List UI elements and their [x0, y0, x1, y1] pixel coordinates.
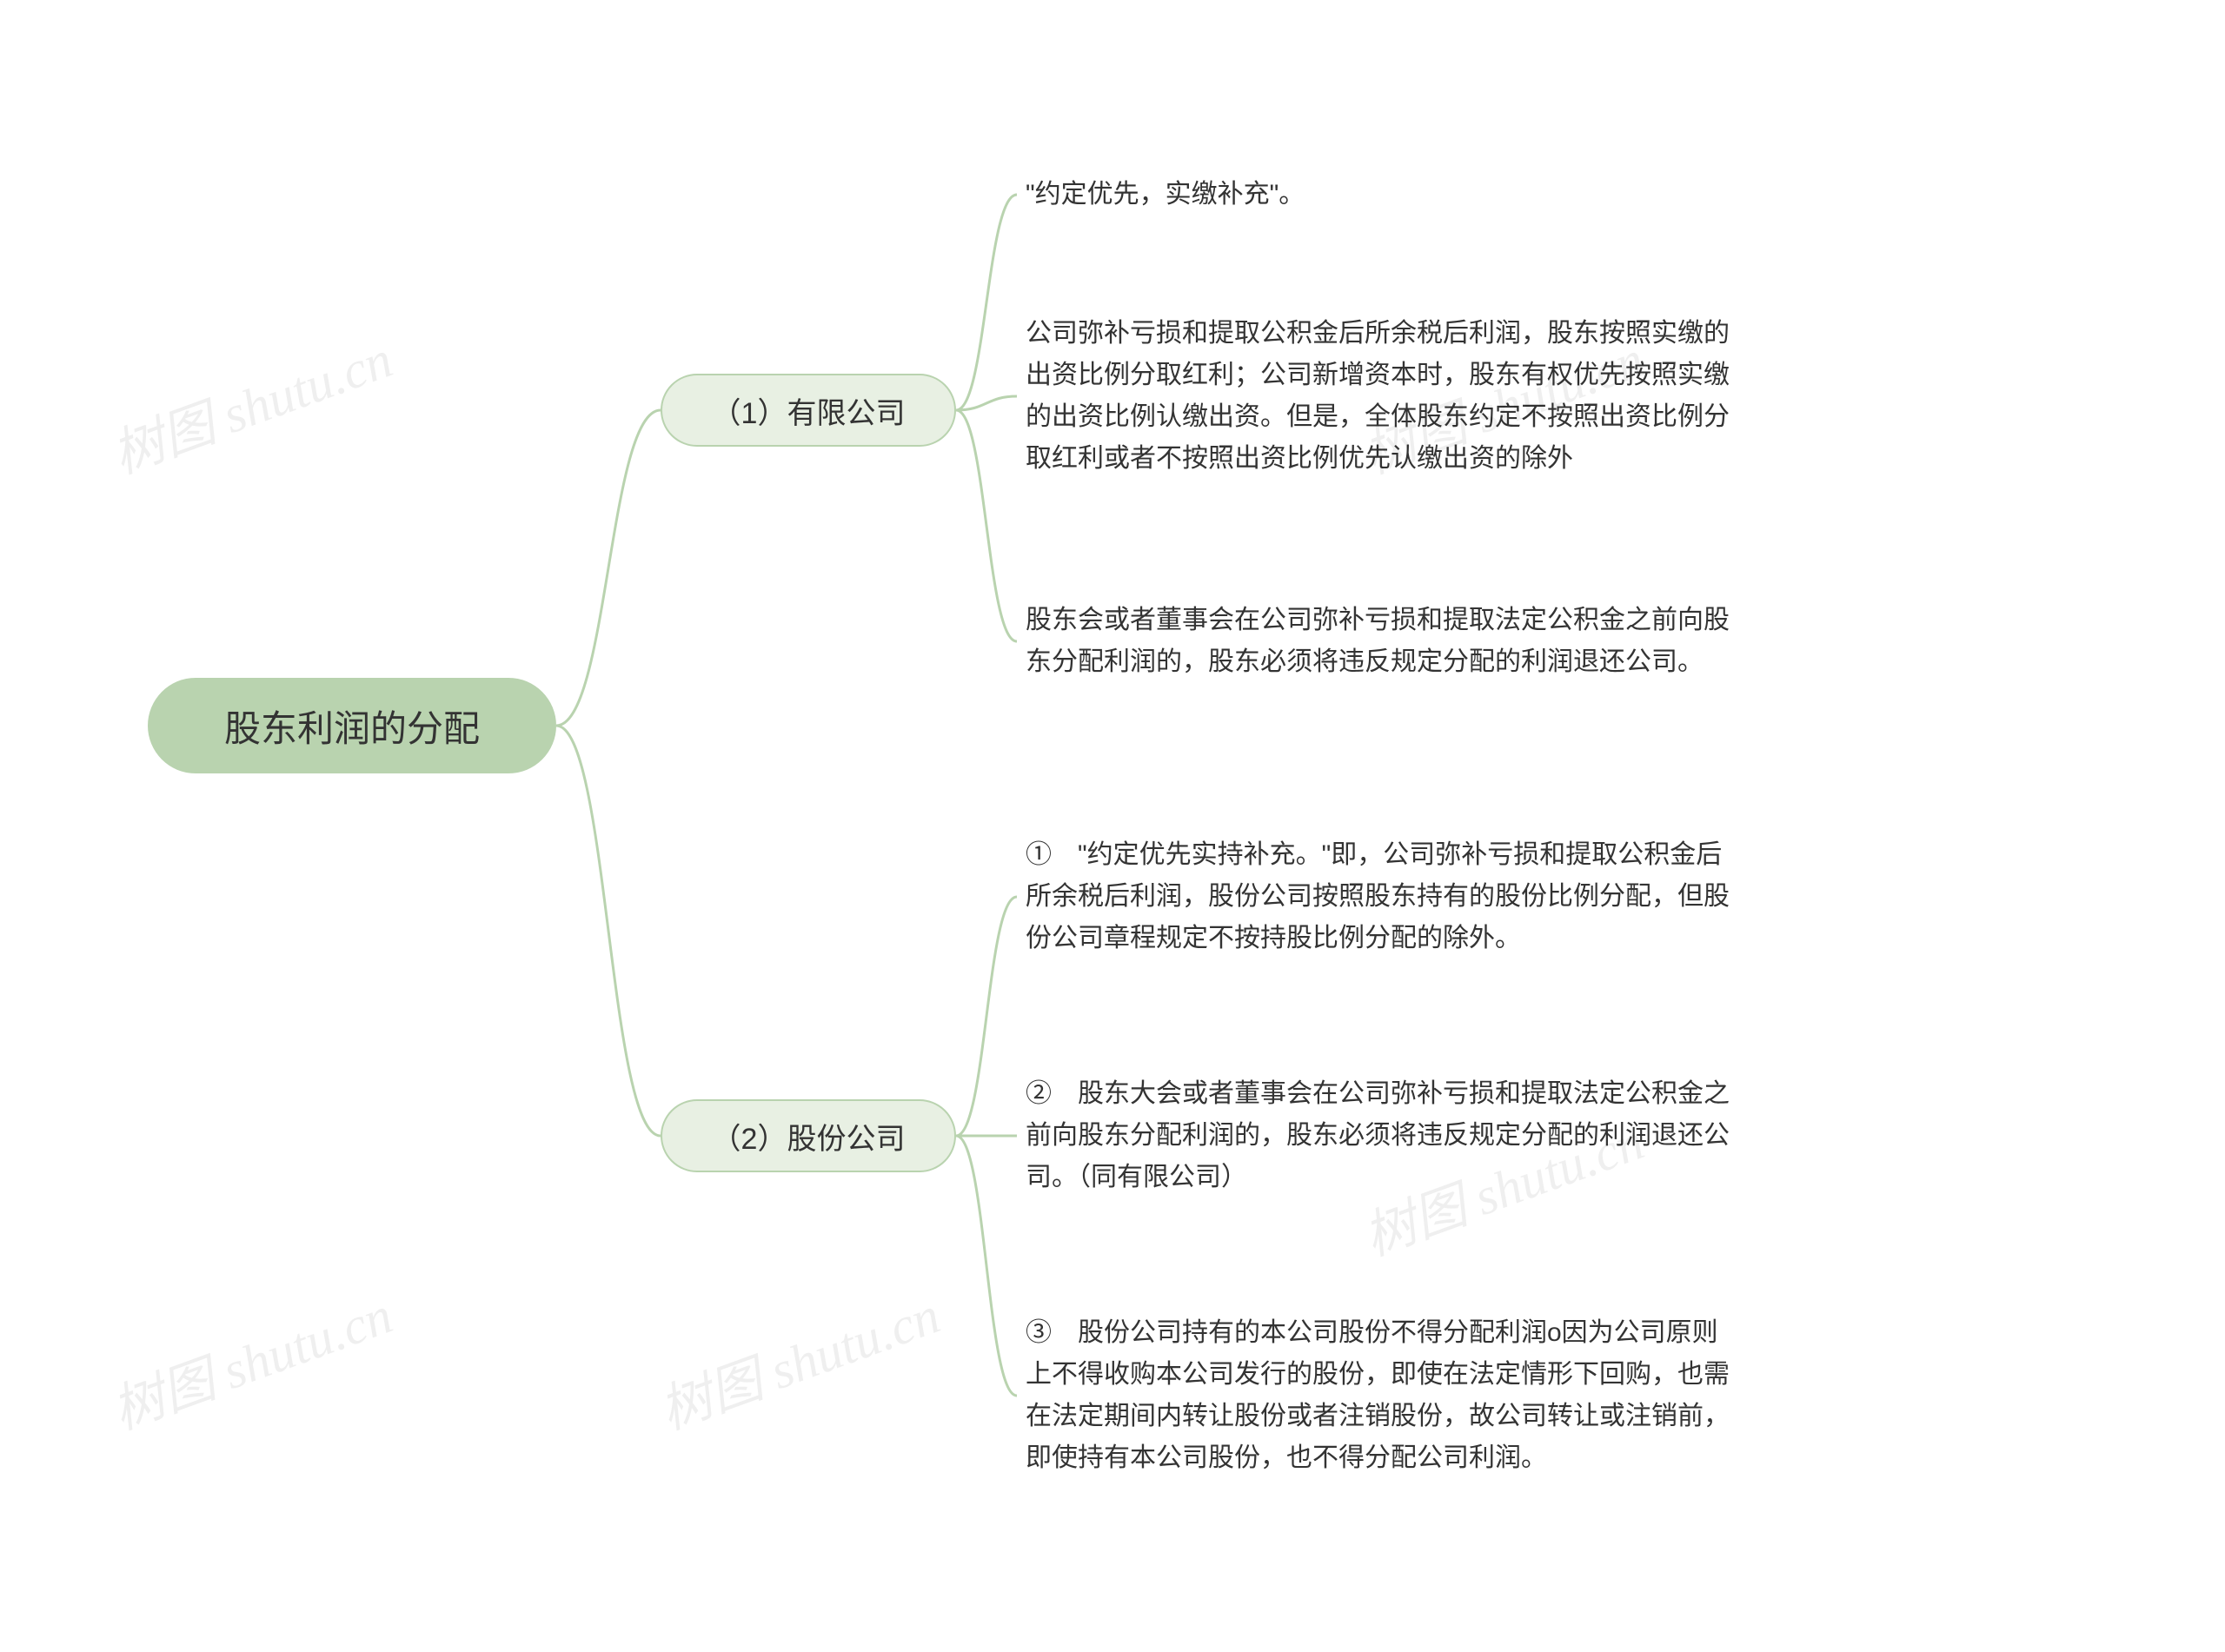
- leaf-text: "约定优先，实缴补充"。: [1026, 174, 1305, 216]
- branch-label: （2）股份公司: [712, 1115, 906, 1158]
- leaf-node[interactable]: ③ 股份公司持有的本公司股份不得分配利润o因为公司原则上不得收购本公司发行的股份…: [1026, 1312, 1738, 1479]
- watermark: 树图 shutu.cn: [100, 317, 401, 488]
- branch-label: （1）有限公司: [712, 389, 906, 432]
- leaf-node[interactable]: 股东会或者董事会在公司弥补亏损和提取法定公积金之前向股东分配利润的，股东必须将违…: [1026, 600, 1738, 683]
- leaf-text: ① "约定优先实持补充。"即，公司弥补亏损和提取公积金后所余税后利润，股份公司按…: [1026, 834, 1738, 959]
- leaf-node[interactable]: ② 股东大会或者董事会在公司弥补亏损和提取法定公积金之前向股东分配利润的，股东必…: [1026, 1073, 1738, 1198]
- watermark: 树图 shutu.cn: [100, 1273, 401, 1444]
- leaf-text: 公司弥补亏损和提取公积金后所余税后利润，股东按照实缴的出资比例分取红利；公司新增…: [1026, 313, 1738, 480]
- root-node[interactable]: 股东利润的分配: [148, 678, 556, 773]
- branch-node-1[interactable]: （1）有限公司: [661, 374, 956, 447]
- leaf-text: ③ 股份公司持有的本公司股份不得分配利润o因为公司原则上不得收购本公司发行的股份…: [1026, 1312, 1738, 1479]
- leaf-node[interactable]: 公司弥补亏损和提取公积金后所余税后利润，股东按照实缴的出资比例分取红利；公司新增…: [1026, 313, 1738, 480]
- root-label: 股东利润的分配: [224, 700, 480, 753]
- leaf-node[interactable]: "约定优先，实缴补充"。: [1026, 174, 1305, 216]
- leaf-text: 股东会或者董事会在公司弥补亏损和提取法定公积金之前向股东分配利润的，股东必须将违…: [1026, 600, 1738, 683]
- leaf-node[interactable]: ① "约定优先实持补充。"即，公司弥补亏损和提取公积金后所余税后利润，股份公司按…: [1026, 834, 1738, 959]
- branch-node-2[interactable]: （2）股份公司: [661, 1099, 956, 1172]
- leaf-text: ② 股东大会或者董事会在公司弥补亏损和提取法定公积金之前向股东分配利润的，股东必…: [1026, 1073, 1738, 1198]
- watermark: 树图 shutu.cn: [648, 1273, 948, 1444]
